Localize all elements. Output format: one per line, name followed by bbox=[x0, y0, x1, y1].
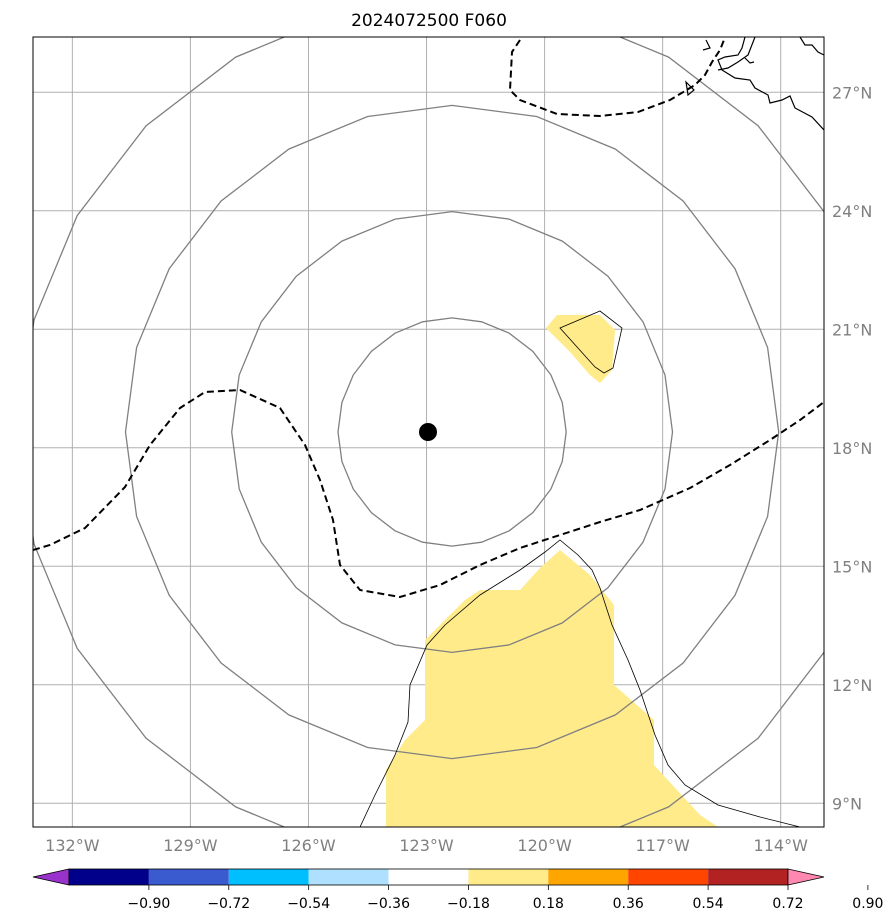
coastline-small-3 bbox=[799, 37, 824, 56]
colorbar-extend-low bbox=[32, 868, 70, 886]
longitude-tick-label: 114°W bbox=[754, 836, 809, 855]
latitude-tick-label: 12°N bbox=[832, 676, 872, 695]
longitude-tick-label: 129°W bbox=[163, 836, 218, 855]
coastline-small-4 bbox=[744, 57, 755, 64]
colorbar-segment bbox=[548, 869, 629, 885]
coastline-small-1 bbox=[702, 39, 711, 51]
coastline-small-2 bbox=[685, 80, 695, 97]
colorbar-segment bbox=[388, 869, 469, 885]
colorbar-tick-label: 0.18 bbox=[533, 896, 564, 912]
colorbar-tick-label: −0.36 bbox=[367, 896, 410, 912]
figure-title: 2024072500 F060 bbox=[351, 11, 507, 31]
range-ring bbox=[33, 37, 824, 827]
colorbar-tick-label: −0.18 bbox=[447, 896, 490, 912]
latitude-tick-label: 21°N bbox=[832, 320, 872, 339]
colorbar-tick-label: −0.90 bbox=[127, 896, 170, 912]
colorbar-tick-label: 0.36 bbox=[613, 896, 644, 912]
colorbar-segment bbox=[308, 869, 389, 885]
colorbar-tick-label: −0.54 bbox=[287, 896, 330, 912]
latitude-labels: 9°N 12°N 15°N 18°N 21°N 24°N 27°N bbox=[832, 83, 872, 813]
positive-anomaly-region-south bbox=[386, 550, 718, 827]
colorbar-extend-high bbox=[787, 868, 825, 886]
latitude-tick-label: 15°N bbox=[832, 557, 872, 576]
colorbar-segment bbox=[228, 869, 309, 885]
range-ring bbox=[337, 317, 567, 547]
map-frame bbox=[32, 36, 825, 828]
latitude-tick-label: 27°N bbox=[832, 83, 872, 102]
colorbar-segment bbox=[69, 869, 149, 885]
colorbar-tick-label: 0.90 bbox=[852, 896, 883, 912]
outline-contour-north bbox=[559, 310, 623, 374]
colorbar-tick-label: 0.54 bbox=[693, 896, 724, 912]
longitude-tick-label: 120°W bbox=[517, 836, 572, 855]
longitude-labels: 132°W 129°W 126°W 123°W 120°W 117°W 114°W bbox=[45, 836, 808, 855]
range-rings bbox=[33, 37, 824, 827]
latitude-tick-label: 18°N bbox=[832, 439, 872, 458]
coastline-baja bbox=[717, 37, 756, 71]
colorbar-segment bbox=[468, 869, 549, 885]
colorbar: −0.90 −0.72 −0.54 −0.36 −0.18 0.18 0.36 0.54 0.7… bbox=[32, 868, 883, 912]
range-ring bbox=[231, 210, 674, 654]
latitude-tick-label: 9°N bbox=[832, 794, 862, 813]
colorbar-segment bbox=[148, 869, 229, 885]
range-ring bbox=[124, 104, 780, 760]
coastline bbox=[717, 37, 824, 131]
dashed-contour-west bbox=[33, 388, 824, 599]
storm-center-marker bbox=[419, 423, 437, 441]
dashed-contour-north bbox=[508, 39, 725, 118]
longitude-tick-label: 132°W bbox=[45, 836, 100, 855]
longitude-tick-label: 117°W bbox=[635, 836, 690, 855]
longitude-tick-label: 123°W bbox=[399, 836, 454, 855]
longitude-tick-label: 126°W bbox=[281, 836, 336, 855]
colorbar-segment bbox=[708, 869, 788, 885]
outline-contour-south bbox=[359, 539, 801, 827]
colorbar-tick-label: −0.72 bbox=[207, 896, 250, 912]
colorbar-tick-label: 0.72 bbox=[772, 896, 803, 912]
latitude-tick-label: 24°N bbox=[832, 202, 872, 221]
colorbar-segment bbox=[628, 869, 709, 885]
